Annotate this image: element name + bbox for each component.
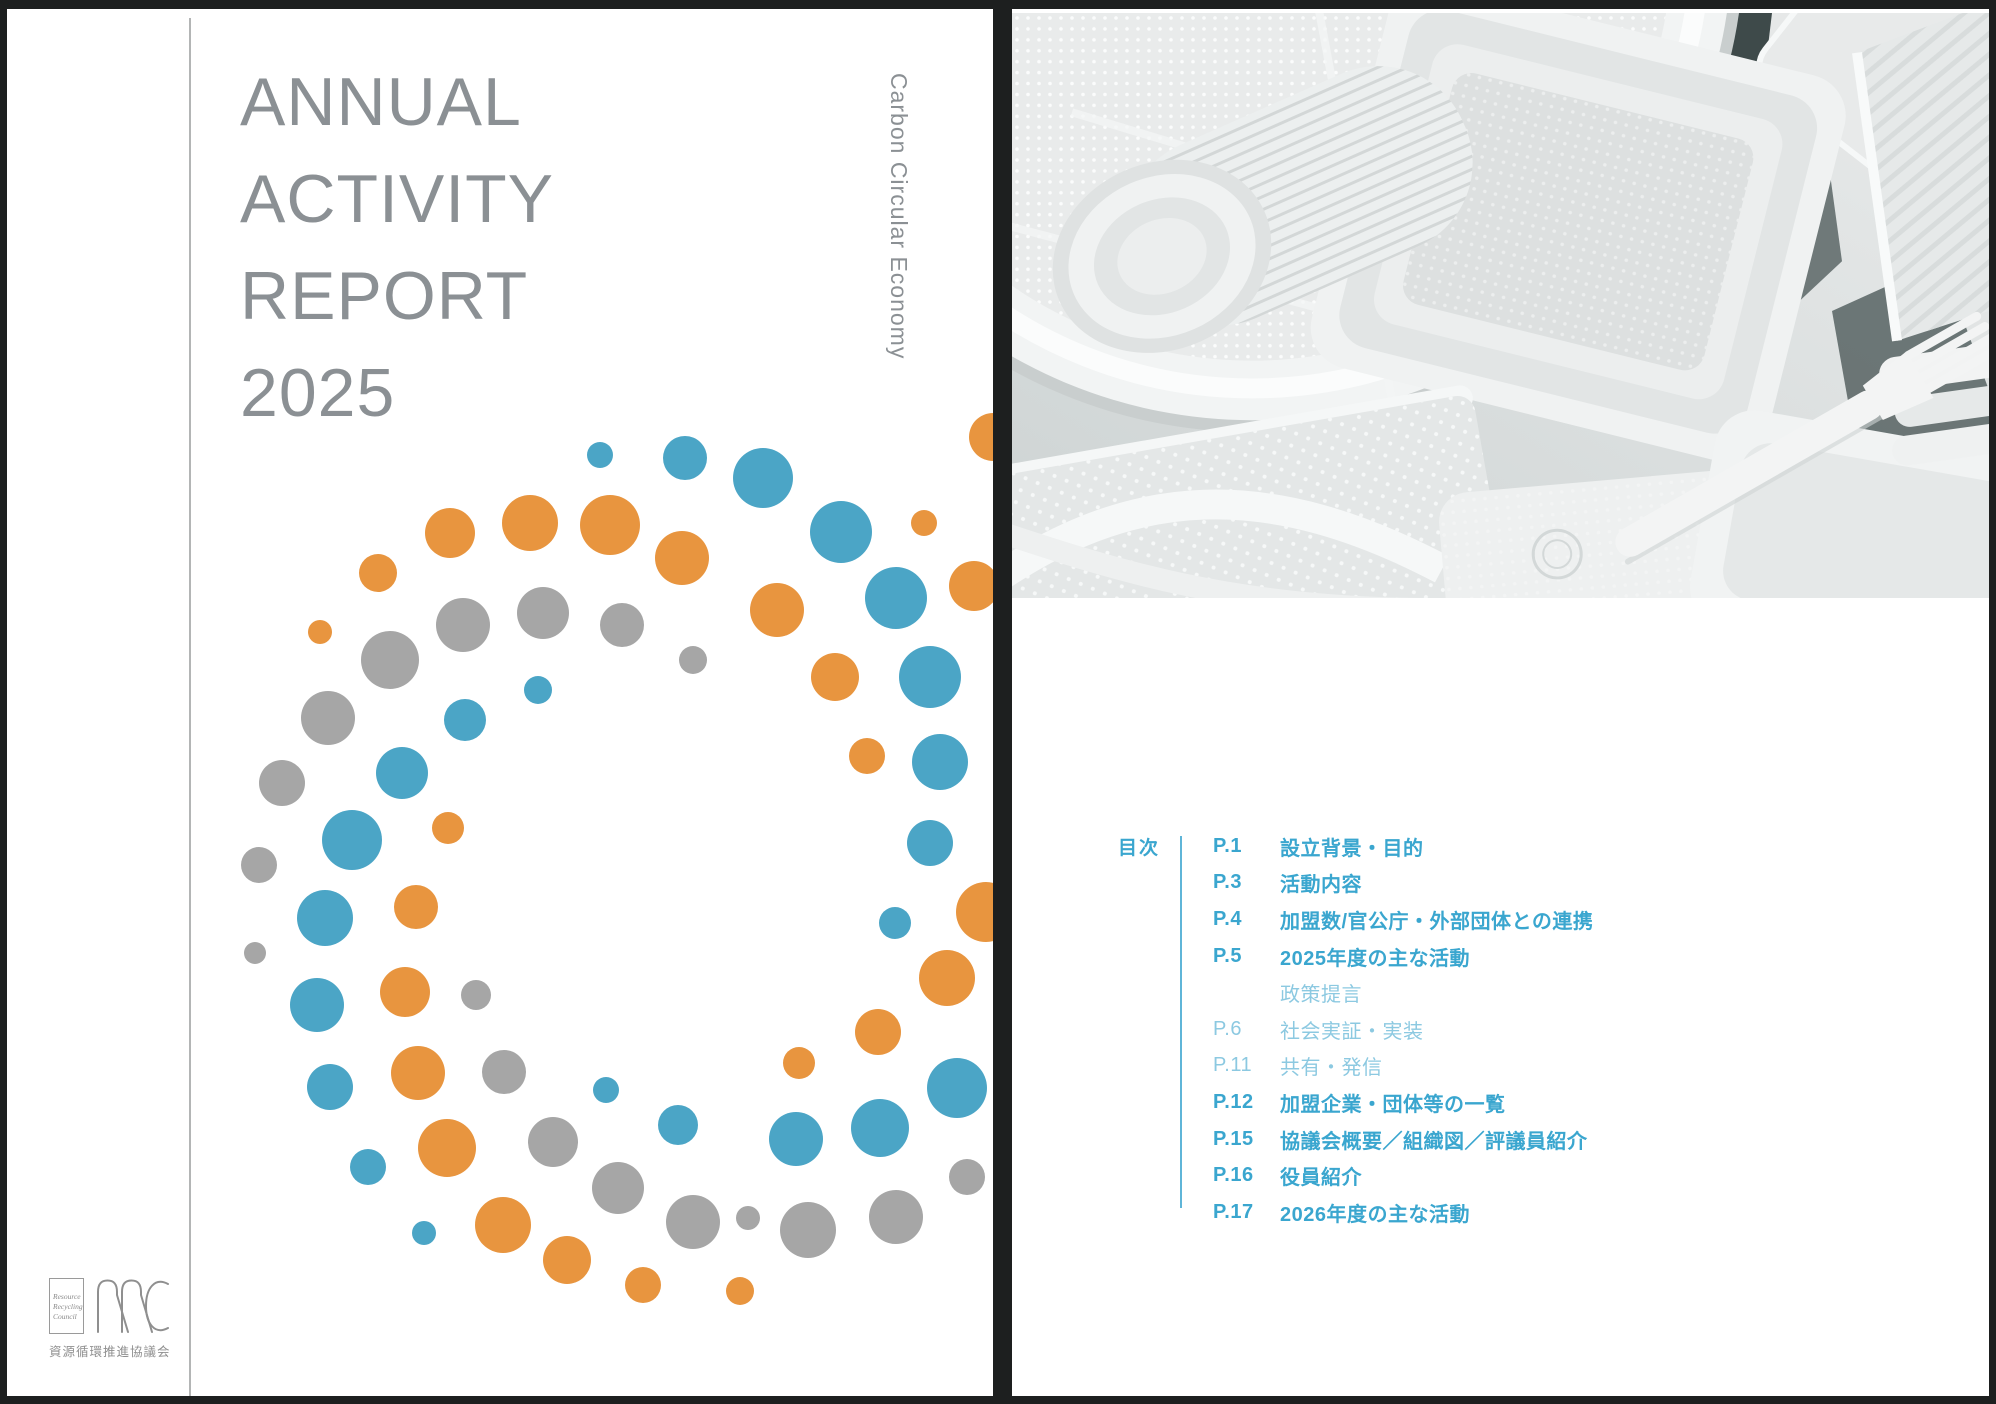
toc-item-title: 加盟数/官公庁・外部団体との連携 (1280, 910, 1594, 933)
title-line: 2025 (240, 355, 396, 431)
toc-item-page: P.3 (1213, 871, 1242, 894)
toc-item-title: 活動内容 (1280, 874, 1362, 897)
toc-list: P.1 設立背景・目的 P.3 活動内容 P.4 加盟数/官公庁・外部団体との連携 P.5 2… (1213, 828, 1593, 1231)
toc-item[interactable]: P.4 加盟数/官公庁・外部団体との連携 (1213, 901, 1593, 938)
toc-item[interactable]: P.15 協議会概要／組織図／評議員紹介 (1213, 1121, 1593, 1158)
toc-item-page: P.12 (1213, 1090, 1254, 1113)
right-page: 目次 P.1 設立背景・目的 P.3 活動内容 P.4 加盟数/官公庁・外部団体との連携 P… (1012, 9, 1989, 1396)
org-logo: Resource Recycling Council 資源循環推進協議会 (49, 1278, 209, 1360)
toc-item-page: P.1 (1213, 834, 1242, 857)
toc-item-page: P.17 (1213, 1200, 1254, 1223)
rrc-monogram-icon (97, 1279, 169, 1333)
toc-item-page: P.5 (1213, 944, 1242, 967)
org-name-japanese: 資源循環推進協議会 (49, 1345, 171, 1359)
toc-item[interactable]: P.16 役員紹介 (1213, 1157, 1593, 1194)
org-logo-box-line: Council (53, 1311, 77, 1321)
toc-item[interactable]: P.5 2025年度の主な活動 (1213, 938, 1593, 975)
title-line: ACTIVITY (240, 161, 555, 237)
toc-item[interactable]: P.11 共有・発信 (1213, 1048, 1593, 1085)
toc-label: 目次 (1118, 838, 1161, 859)
title-line: REPORT (240, 258, 529, 334)
toc-item[interactable]: P.12 加盟企業・団体等の一覧 (1213, 1084, 1593, 1121)
toc-item-title: 政策提言 (1280, 984, 1362, 1007)
org-logo-box-line: Resource (53, 1291, 81, 1301)
toc-item[interactable]: P.3 活動内容 (1213, 865, 1593, 902)
toc-item-title: 2026年度の主な活動 (1280, 1203, 1470, 1226)
toc-item-page: P.4 (1213, 907, 1242, 930)
toc-item-title: 協議会概要／組織図／評議員紹介 (1280, 1130, 1588, 1153)
toc-item-title: 共有・発信 (1280, 1057, 1383, 1080)
left-page: ANNUAL ACTIVITY REPORT 2025 Carbon Circu… (7, 9, 993, 1396)
toc-divider-line (1180, 836, 1182, 1208)
dot-ring-graphic (241, 413, 993, 1305)
org-logo-box-line: Recycling (53, 1301, 83, 1311)
toc-item-title: 設立背景・目的 (1280, 837, 1424, 860)
toc-item-title: 2025年度の主な活動 (1280, 947, 1470, 970)
org-logo-box: Resource Recycling Council (49, 1278, 84, 1334)
toc-item[interactable]: 政策提言 (1213, 974, 1593, 1011)
toc-item[interactable]: P.1 設立背景・目的 (1213, 828, 1593, 865)
toc-item[interactable]: P.6 社会実証・実装 (1213, 1011, 1593, 1048)
vertical-rule (189, 18, 191, 1396)
cover-photo (1012, 13, 1989, 598)
title-line: ANNUAL (240, 64, 522, 140)
vertical-tagline: Carbon Circular Economy (886, 73, 912, 360)
toc-item-page: P.16 (1213, 1164, 1254, 1187)
toc-item-page: P.6 (1213, 1017, 1242, 1040)
toc-item-title: 加盟企業・団体等の一覧 (1280, 1093, 1506, 1116)
page-title: ANNUAL ACTIVITY REPORT 2025 (240, 54, 554, 442)
toc-item-title: 役員紹介 (1280, 1167, 1362, 1190)
toc-item[interactable]: P.17 2026年度の主な活動 (1213, 1194, 1593, 1231)
toc-item-page: P.11 (1213, 1054, 1253, 1077)
toc-item-title: 社会実証・実装 (1280, 1020, 1424, 1043)
table-of-contents: 目次 P.1 設立背景・目的 P.3 活動内容 P.4 加盟数/官公庁・外部団体との連携 P… (1012, 9, 1989, 1396)
toc-item-page: P.15 (1213, 1127, 1254, 1150)
org-logo-mark: Resource Recycling Council (49, 1278, 209, 1334)
